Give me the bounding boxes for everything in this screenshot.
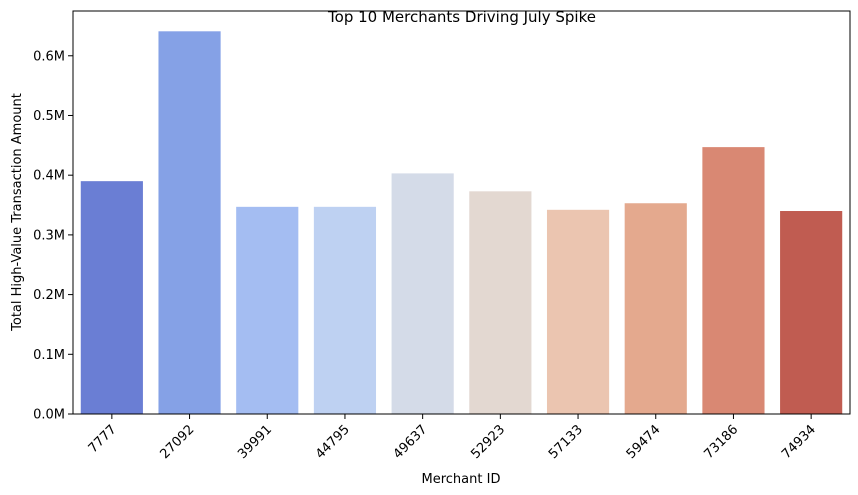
y-tick-label: 0.2M [33,288,65,303]
y-axis-ticks: 0.0M 0.1M 0.2M 0.3M 0.4M 0.5M 0.6M [33,49,73,423]
x-tick-label: 44795 [313,422,353,462]
bar-59474 [624,203,687,414]
bar-57133 [546,209,610,414]
x-tick-label: 73186 [701,422,741,462]
x-tick-label: 52923 [468,422,508,462]
y-tick-label: 0.5M [33,109,65,124]
bar-73186 [702,147,765,414]
x-tick-label: 27092 [158,422,198,462]
x-tick-label: 59474 [624,422,664,462]
x-tick-label: 39991 [235,422,275,462]
y-tick-label: 0.4M [33,169,65,184]
bar-74934 [780,211,843,414]
bar-7777 [80,181,143,414]
bar-52923 [469,191,532,414]
x-tick-label: 74934 [779,422,819,462]
y-tick-label: 0.1M [33,348,65,363]
y-tick-label: 0.0M [33,408,65,423]
plot-frame [72,10,851,415]
x-axis-label: Merchant ID [422,472,501,487]
x-tick-label: 49637 [391,422,431,462]
chart-title: Top 10 Merchants Driving July Spike [327,8,596,26]
bars-group [80,31,843,415]
bar-44795 [313,206,377,414]
bar-39991 [236,206,299,414]
x-tick-label: 7777 [86,422,120,456]
x-tick-label: 57133 [546,422,586,462]
bar-49637 [391,173,454,414]
y-axis-label: Total High-Value Transaction Amount [10,93,25,332]
y-tick-label: 0.3M [33,228,65,243]
y-tick-label: 0.6M [33,49,65,64]
x-axis-ticks: 7777 27092 39991 44795 49637 52923 57133 59474 7… [86,414,819,462]
bar-27092 [158,31,221,415]
